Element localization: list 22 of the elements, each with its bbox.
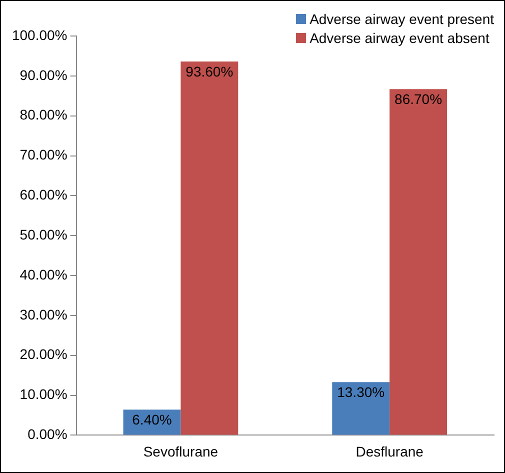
y-tick-label: 80.00%	[20, 106, 68, 123]
data-label: 6.40%	[132, 412, 172, 428]
bar	[180, 62, 238, 435]
y-tick-label: 40.00%	[20, 266, 68, 282]
y-tick-label: 60.00%	[20, 186, 68, 203]
y-tick-label: 90.00%	[20, 66, 68, 83]
x-tick-label: Sevoflurane	[143, 443, 218, 460]
y-tick-label: 10.00%	[20, 386, 68, 402]
bar	[332, 382, 390, 435]
x-tick-label: Desflurane	[356, 443, 424, 460]
y-tick-label: 0.00%	[28, 426, 68, 442]
y-tick-label: 100.00%	[12, 26, 68, 43]
legend-label: Adverse airway event present	[310, 11, 494, 27]
bar	[390, 89, 448, 435]
legend-label: Adverse airway event absent	[310, 30, 490, 46]
y-tick-label: 20.00%	[20, 346, 68, 362]
y-tick-label: 50.00%	[20, 226, 68, 242]
data-label: 13.30%	[337, 384, 385, 400]
data-label: 86.70%	[394, 90, 442, 107]
y-tick-label: 30.00%	[20, 306, 68, 322]
y-tick-label: 70.00%	[20, 146, 68, 163]
data-label: 93.60%	[186, 63, 234, 80]
